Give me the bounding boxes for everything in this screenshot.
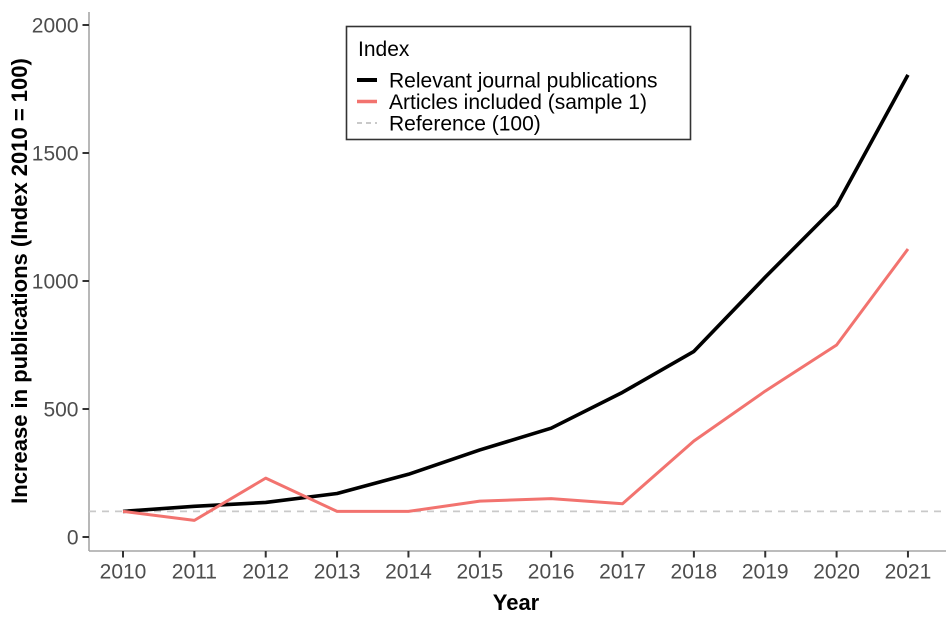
x-tick-label: 2011 xyxy=(172,561,217,584)
legend-title: Index xyxy=(358,38,410,61)
y-tick-label: 2000 xyxy=(32,15,79,38)
x-tick-label: 2021 xyxy=(885,561,932,584)
y-axis-title: Increase in publications (Index 2010 = 1… xyxy=(7,58,32,504)
x-axis-title: Year xyxy=(493,590,540,615)
series-group xyxy=(122,74,910,522)
series-line-relevant-journal-publications xyxy=(122,74,910,514)
x-tick-label: 2013 xyxy=(314,561,361,584)
axes-group: 0 500 1000 1500 2000 2010 2011 2012 2013 2014 2015… xyxy=(32,12,946,584)
legend-item-label: Reference (100) xyxy=(389,113,541,136)
x-tick-label: 2015 xyxy=(456,561,503,584)
legend-box xyxy=(345,25,692,141)
x-tick-label: 2019 xyxy=(742,561,789,584)
x-tick-label: 2017 xyxy=(599,561,646,584)
legend-item-label: Relevant journal publications xyxy=(389,70,658,93)
x-tick-label: 2016 xyxy=(528,561,575,584)
x-tick-label: 2014 xyxy=(385,561,432,584)
y-tick-label: 500 xyxy=(43,399,78,422)
x-tick-label: 2018 xyxy=(671,561,718,584)
y-tick-label: 0 xyxy=(67,527,79,550)
y-tick-label: 1000 xyxy=(32,271,79,294)
x-tick-label: 2020 xyxy=(813,561,860,584)
x-tick-label: 2010 xyxy=(100,561,147,584)
y-tick-label: 1500 xyxy=(32,143,79,166)
series-line-articles-included-sample-1- xyxy=(122,248,910,522)
legend-item-label: Articles included (sample 1) xyxy=(389,91,647,114)
legend-group: Index Relevant journal publicationsArticl… xyxy=(345,25,692,141)
x-tick-label: 2012 xyxy=(242,561,289,584)
